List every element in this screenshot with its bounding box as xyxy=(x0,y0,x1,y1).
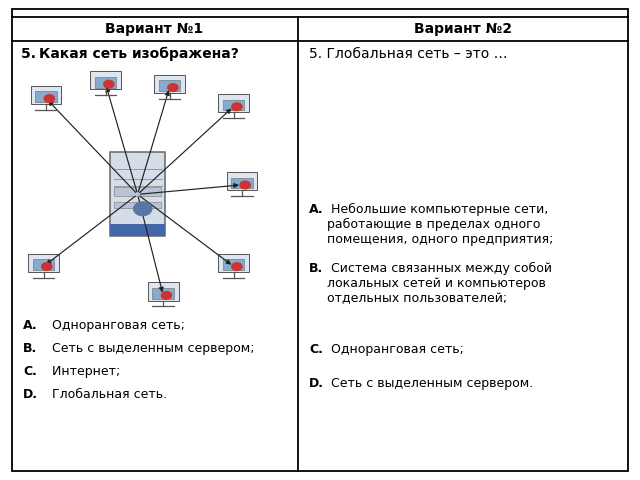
Circle shape xyxy=(161,291,172,299)
Bar xyxy=(110,225,165,237)
Text: Небольшие компьютерные сети,
работающие в пределах одного
помещения, одного пред: Небольшие компьютерные сети, работающие … xyxy=(327,203,554,246)
Text: B.: B. xyxy=(23,342,37,355)
Circle shape xyxy=(232,103,242,110)
Text: 5. Глобальная сеть – это …: 5. Глобальная сеть – это … xyxy=(309,47,508,60)
Bar xyxy=(114,202,161,208)
Text: C.: C. xyxy=(309,343,323,356)
Bar xyxy=(227,172,257,190)
Text: Интернет;: Интернет; xyxy=(44,365,120,378)
Bar xyxy=(31,85,61,104)
Circle shape xyxy=(44,95,54,102)
Text: C.: C. xyxy=(23,365,37,378)
Bar xyxy=(223,259,244,270)
Text: A.: A. xyxy=(309,203,324,216)
Text: Сеть с выделенным сервером.: Сеть с выделенным сервером. xyxy=(327,377,533,390)
Text: Вариант №2: Вариант №2 xyxy=(414,22,512,36)
Bar xyxy=(114,187,161,196)
Circle shape xyxy=(232,263,242,270)
Text: Вариант №1: Вариант №1 xyxy=(106,22,204,36)
Bar xyxy=(152,288,174,299)
Bar xyxy=(28,253,59,272)
Bar xyxy=(159,80,180,91)
Bar xyxy=(154,74,185,93)
Bar xyxy=(35,91,57,102)
Text: Глобальная сеть.: Глобальная сеть. xyxy=(44,388,166,401)
Bar xyxy=(110,153,165,237)
Text: Одноранговая сеть;: Одноранговая сеть; xyxy=(44,319,184,332)
Circle shape xyxy=(104,80,114,88)
Text: B.: B. xyxy=(309,262,323,275)
Bar xyxy=(218,94,249,112)
Text: 5.: 5. xyxy=(21,47,41,60)
Bar xyxy=(95,77,116,87)
Circle shape xyxy=(240,181,250,189)
Text: Система связанных между собой
локальных сетей и компьютеров
отдельных пользовате: Система связанных между собой локальных … xyxy=(327,262,552,305)
Text: Одноранговая сеть;: Одноранговая сеть; xyxy=(327,343,464,356)
Bar xyxy=(33,259,54,270)
Bar xyxy=(223,99,244,110)
Circle shape xyxy=(168,84,178,91)
Text: D.: D. xyxy=(309,377,324,390)
Bar xyxy=(218,253,249,272)
Circle shape xyxy=(42,263,52,270)
Text: Какая сеть изображена?: Какая сеть изображена? xyxy=(39,47,239,61)
Bar xyxy=(231,178,253,188)
Bar xyxy=(148,282,179,300)
Text: Сеть с выделенным сервером;: Сеть с выделенным сервером; xyxy=(44,342,254,355)
Circle shape xyxy=(134,202,152,216)
Text: A.: A. xyxy=(23,319,38,332)
Text: D.: D. xyxy=(23,388,38,401)
Bar xyxy=(90,71,121,89)
